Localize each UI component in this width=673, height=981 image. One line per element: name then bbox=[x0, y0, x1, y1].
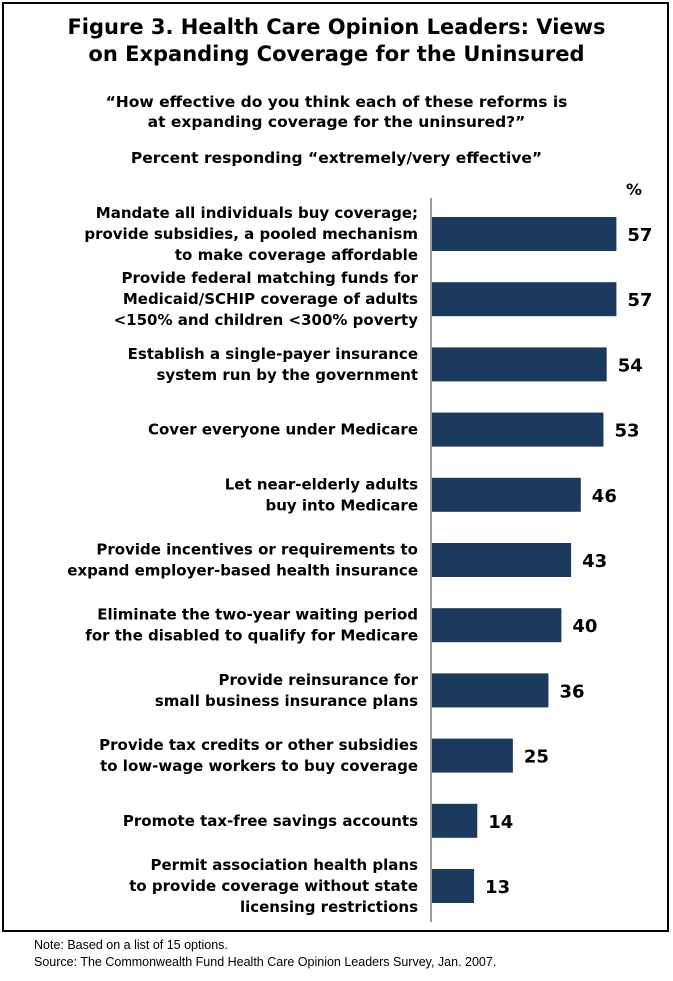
value-label-7: 40 bbox=[572, 616, 597, 637]
category-label-11-line-3: licensing restrictions bbox=[240, 898, 418, 916]
bar-5 bbox=[432, 477, 581, 512]
bar-7 bbox=[432, 608, 562, 643]
chart-title-line-2: on Expanding Coverage for the Uninsured bbox=[88, 42, 585, 66]
category-label-1-line-1: Mandate all individuals buy coverage; bbox=[96, 204, 418, 222]
category-label-8-line-1: Provide reinsurance for bbox=[219, 671, 419, 689]
category-label-11-line-2: to provide coverage without state bbox=[129, 877, 418, 895]
bar-6 bbox=[432, 543, 572, 577]
bar-8 bbox=[432, 673, 549, 708]
footnote: Note: Based on a list of 15 options. Sou… bbox=[34, 937, 496, 971]
category-label-2-line-2: Medicaid/SCHIP coverage of adults bbox=[123, 290, 418, 308]
value-label-11: 13 bbox=[485, 877, 510, 898]
category-label-6-line-2: expand employer-based health insurance bbox=[67, 562, 418, 580]
category-label-9-line-1: Provide tax credits or other subsidies bbox=[99, 736, 418, 754]
chart-subtitle: Percent responding “extremely/very effec… bbox=[130, 149, 543, 167]
category-label-2-line-1: Provide federal matching funds for bbox=[121, 269, 418, 287]
survey-question: “How effective do you think each of thes… bbox=[0, 92, 673, 132]
survey-question-line-2: at expanding coverage for the uninsured?… bbox=[147, 113, 526, 131]
value-label-2: 57 bbox=[627, 290, 652, 311]
category-label-2-line-3: <150% and children <300% poverty bbox=[114, 311, 419, 329]
bar-10 bbox=[432, 803, 478, 838]
chart-title-line-1: Figure 3. Health Care Opinion Leaders: V… bbox=[67, 15, 606, 39]
bar-3 bbox=[432, 347, 607, 382]
chart-title: Figure 3. Health Care Opinion Leaders: V… bbox=[0, 14, 673, 68]
unit-label: % bbox=[626, 180, 643, 199]
bar-9 bbox=[432, 738, 513, 773]
category-label-5-line-1: Let near-elderly adults bbox=[225, 475, 418, 493]
value-label-10: 14 bbox=[488, 812, 513, 833]
value-label-8: 36 bbox=[559, 681, 584, 702]
source-text: Source: The Commonwealth Fund Health Car… bbox=[34, 955, 497, 969]
bar-chart: 57 Mandate all individuals buy coverage; p… bbox=[67, 198, 652, 922]
category-label-6-line-1: Provide incentives or requirements to bbox=[96, 541, 418, 559]
value-label-6: 43 bbox=[582, 551, 607, 572]
value-label-3: 54 bbox=[618, 355, 643, 376]
category-label-1-line-2: provide subsidies, a pooled mechanism bbox=[84, 225, 418, 243]
bar-2 bbox=[432, 282, 617, 317]
category-label-9-line-2: to low-wage workers to buy coverage bbox=[100, 757, 418, 775]
figure-frame bbox=[2, 2, 669, 932]
note-text: Note: Based on a list of 15 options. bbox=[34, 938, 228, 952]
value-label-9: 25 bbox=[524, 747, 549, 768]
bar-1 bbox=[432, 217, 617, 251]
value-label-5: 46 bbox=[592, 486, 617, 507]
category-label-5-line-2: buy into Medicare bbox=[266, 496, 419, 514]
bar-4 bbox=[432, 412, 604, 447]
category-label-10-line-1: Promote tax-free savings accounts bbox=[123, 812, 418, 830]
value-label-1: 57 bbox=[627, 225, 652, 246]
category-label-3-line-1: Establish a single-payer insurance bbox=[128, 345, 418, 363]
category-label-8-line-2: small business insurance plans bbox=[155, 692, 418, 710]
category-label-7-line-2: for the disabled to qualify for Medicare bbox=[85, 627, 418, 645]
category-label-3-line-2: system run by the government bbox=[156, 366, 418, 384]
survey-question-line-1: “How effective do you think each of thes… bbox=[105, 93, 568, 111]
category-label-11-line-1: Permit association health plans bbox=[151, 856, 419, 874]
bar-11 bbox=[432, 869, 475, 903]
category-label-4-line-1: Cover everyone under Medicare bbox=[148, 421, 418, 439]
value-label-4: 53 bbox=[614, 421, 639, 442]
category-label-1-line-3: to make coverage affordable bbox=[175, 246, 418, 264]
category-label-7-line-1: Eliminate the two-year waiting period bbox=[97, 606, 418, 624]
